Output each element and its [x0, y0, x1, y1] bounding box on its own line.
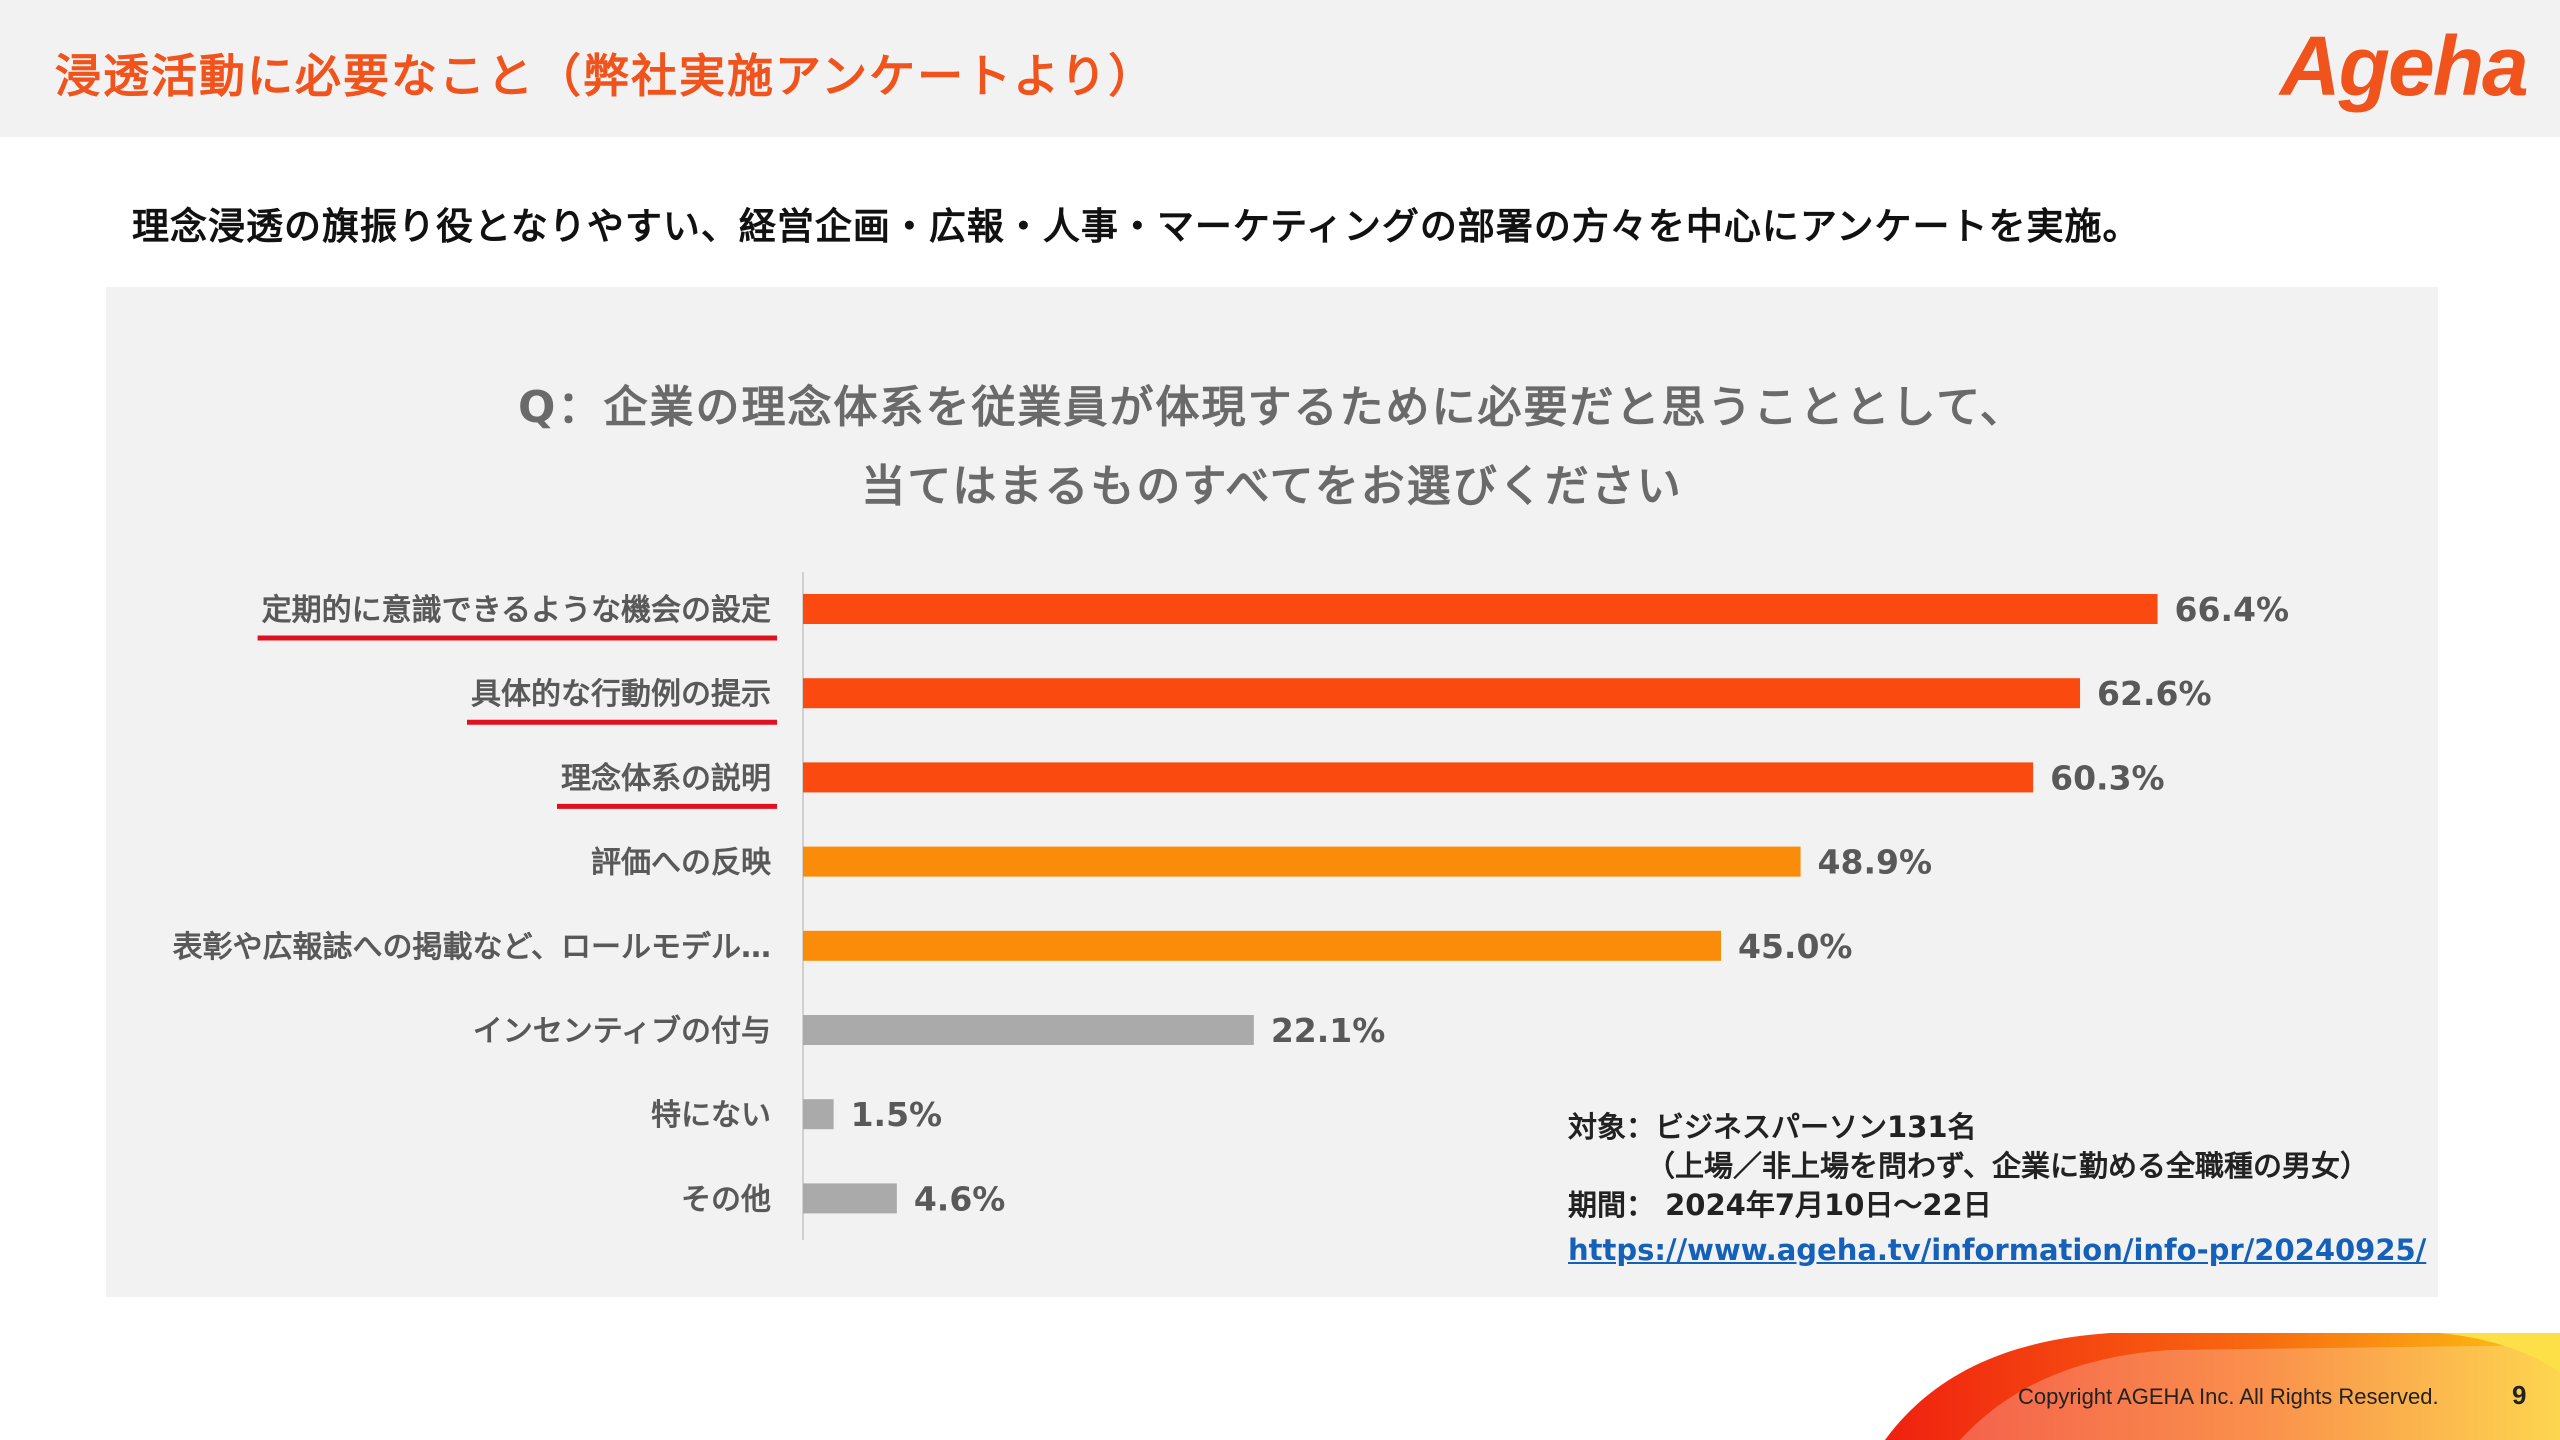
copyright-text: Copyright AGEHA Inc. All Rights Reserved…	[2018, 1384, 2439, 1409]
ageha-logo: Ageha	[2280, 19, 2529, 113]
value-label: 62.6%	[2097, 674, 2212, 713]
question-line-1: Q：企業の理念体系を従業員が体現するために必要だと思うこととして、	[518, 382, 2026, 433]
lead-text: 理念浸透の旗振り役となりやすい、経営企画・広報・人事・マーケティングの部署の方々…	[132, 205, 2141, 248]
category-label: 特にない	[651, 1098, 771, 1133]
value-label: 48.9%	[1818, 843, 1933, 882]
value-label: 60.3%	[2050, 758, 2165, 797]
value-label: 1.5%	[851, 1095, 943, 1134]
page-number: 9	[2512, 1380, 2527, 1410]
category-label: 表彰や広報誌への掲載など、ロールモデル…	[173, 930, 772, 965]
survey-question: Q：企業の理念体系を従業員が体現するために必要だと思うこととして、 当てはまるも…	[106, 368, 2438, 526]
category-label: その他	[681, 1182, 771, 1217]
target-value: ビジネスパーソン131名	[1655, 1110, 1977, 1144]
target-label: 対象：	[1568, 1110, 1656, 1144]
period-value: 2024年7月10日〜22日	[1665, 1188, 1992, 1222]
bar	[803, 1099, 834, 1130]
bar	[803, 762, 2034, 793]
value-label: 22.1%	[1271, 1011, 1386, 1050]
bar	[803, 678, 2081, 709]
bar	[803, 930, 1721, 961]
question-line-2: 当てはまるものすべてをお選びください	[861, 461, 1683, 512]
header-bar	[0, 0, 2560, 137]
bar	[803, 1015, 1254, 1045]
source-link[interactable]: https://www.ageha.tv/information/info-pr…	[1568, 1233, 2427, 1267]
category-label: インセンティブの付与	[473, 1014, 771, 1049]
category-label: 具体的な行動例の提示	[471, 677, 771, 712]
target-row: 対象：ビジネスパーソン131名	[1568, 1108, 2426, 1147]
value-label: 45.0%	[1738, 927, 1853, 966]
bar	[803, 594, 2158, 624]
target-detail: （上場／非上場を問わず、企業に勤める全職種の男女）	[1646, 1149, 2369, 1183]
category-label: 理念体系の説明	[561, 761, 771, 796]
page-title: 浸透活動に必要なこと（弊社実施アンケートより）	[55, 49, 1157, 103]
value-label: 66.4%	[2175, 590, 2290, 629]
category-label: 定期的に意識できるような機会の設定	[262, 593, 771, 628]
period-row: 期間： 2024年7月10日〜22日	[1568, 1186, 2426, 1225]
value-label: 4.6%	[914, 1179, 1006, 1218]
bar	[803, 1183, 897, 1214]
category-label: 評価への反映	[591, 846, 771, 881]
period-label: 期間：	[1568, 1188, 1656, 1222]
survey-notes: 対象：ビジネスパーソン131名 （上場／非上場を問わず、企業に勤める全職種の男女…	[1568, 1108, 2426, 1270]
bar	[803, 846, 1801, 877]
